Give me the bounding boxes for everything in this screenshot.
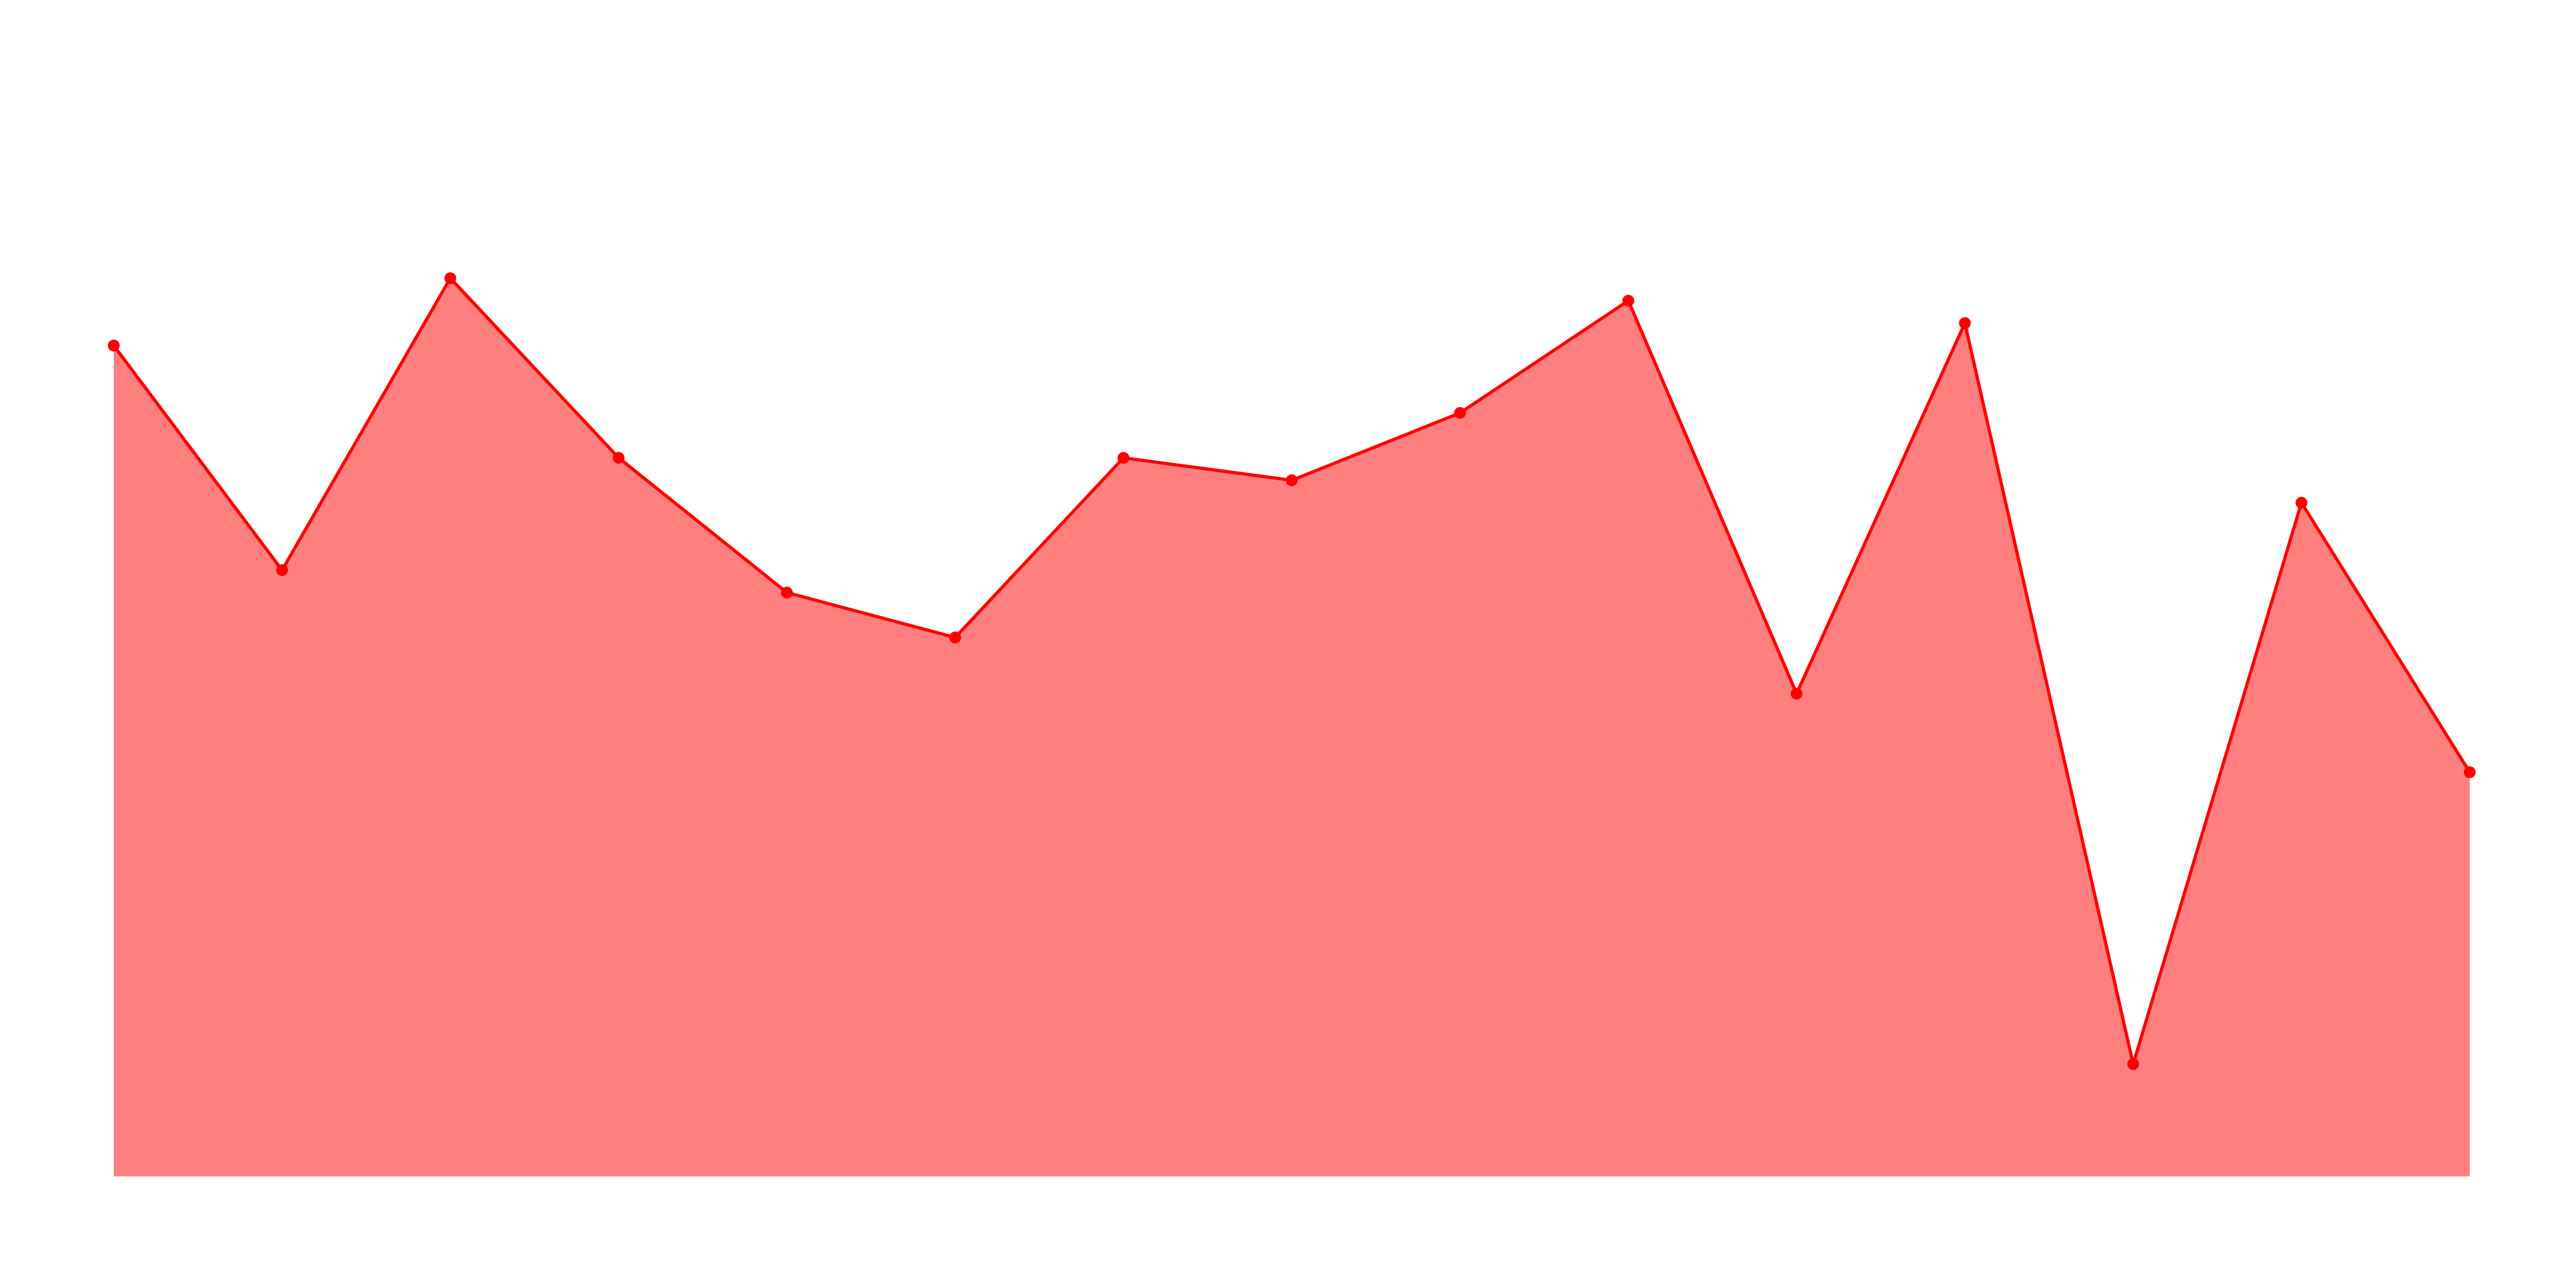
data-point-14	[2464, 766, 2476, 778]
data-point-8	[1454, 407, 1466, 419]
plot-area	[108, 272, 2476, 1176]
data-point-11	[1959, 317, 1971, 330]
data-point-12	[2127, 1058, 2139, 1070]
data-point-5	[949, 631, 961, 643]
data-point-1	[276, 564, 288, 576]
data-point-4	[781, 587, 793, 599]
data-point-13	[2295, 496, 2308, 509]
data-point-0	[108, 339, 120, 352]
area-fill	[114, 278, 2470, 1176]
data-point-6	[1117, 452, 1130, 464]
data-point-10	[1790, 687, 1803, 700]
data-point-3	[612, 452, 625, 464]
data-point-7	[1286, 474, 1298, 486]
data-point-9	[1622, 295, 1635, 307]
data-point-2	[444, 272, 457, 284]
